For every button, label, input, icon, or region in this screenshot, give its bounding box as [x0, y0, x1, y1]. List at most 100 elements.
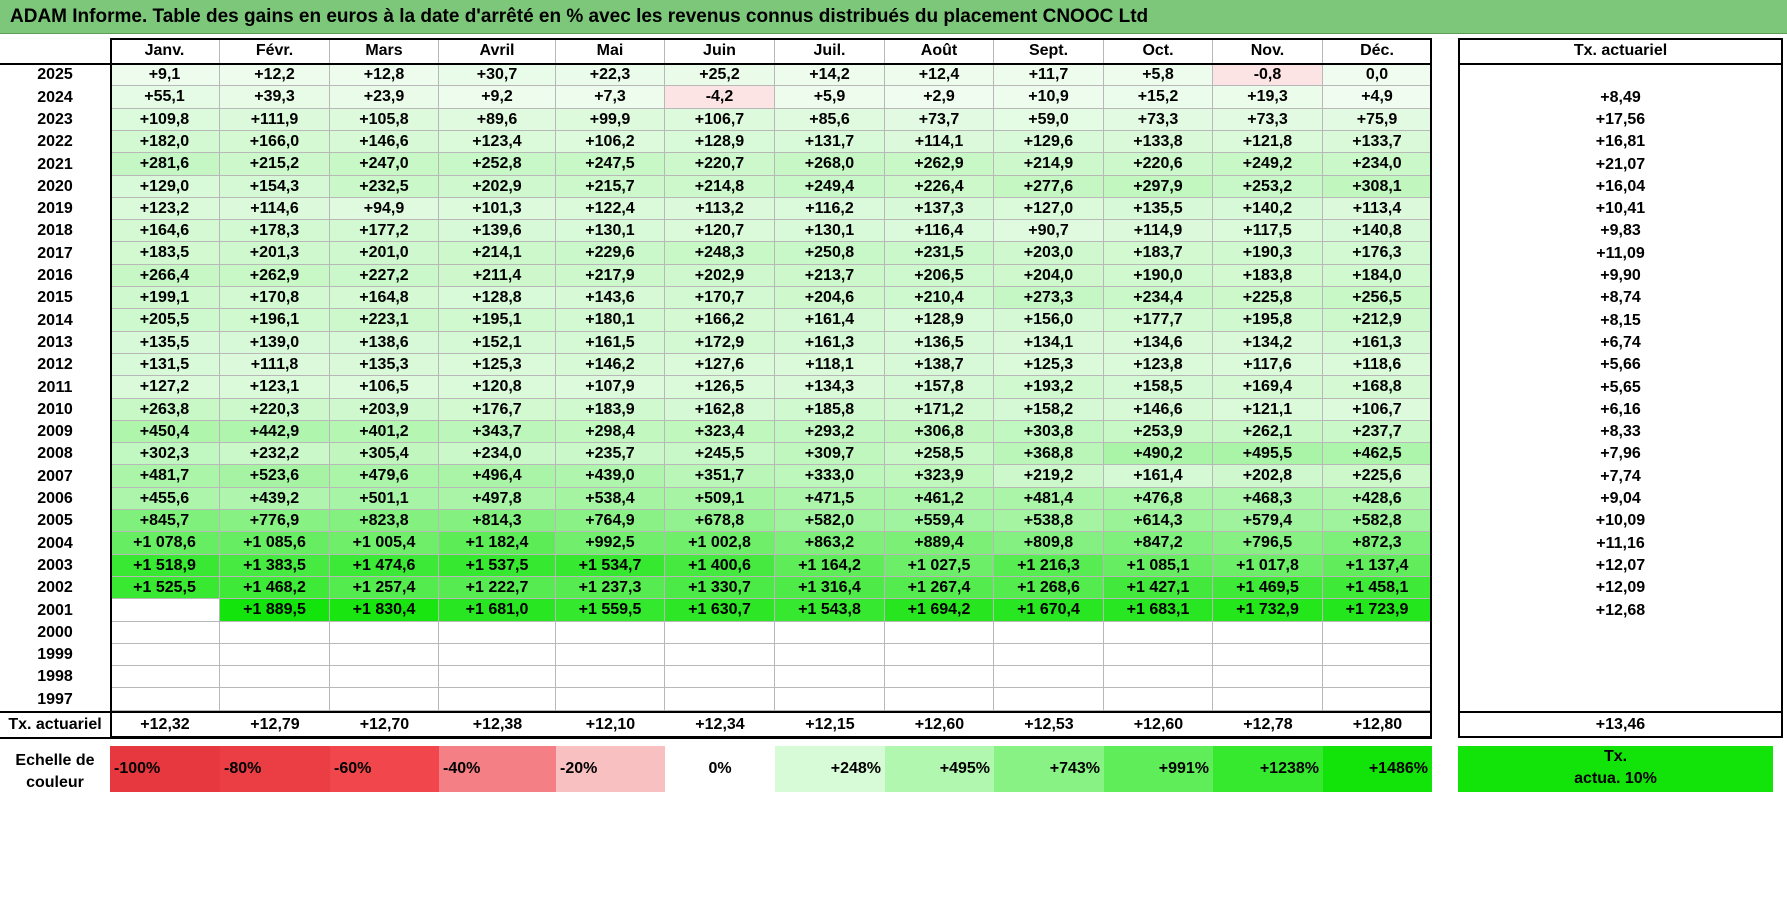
table-cell: +130,1: [556, 220, 665, 242]
row-rate: +12,09: [1595, 579, 1646, 596]
table-cell: +128,9: [665, 131, 775, 153]
table-cell: +1 257,4: [330, 577, 439, 599]
table-cell: +1 694,2: [885, 599, 994, 622]
scale-rate-line1: Tx.: [1603, 748, 1628, 765]
table-cell: +462,5: [1323, 443, 1432, 465]
row-rate: +6,16: [1600, 401, 1641, 418]
footer-total-rate: +13,46: [1595, 716, 1646, 733]
row-rate: +11,16: [1596, 534, 1645, 552]
table-cell: [1323, 622, 1432, 644]
table-cell: +4,9: [1323, 86, 1432, 109]
table-cell: +678,8: [665, 510, 775, 532]
table-cell: +135,5: [110, 332, 220, 354]
table-cell: +582,0: [775, 510, 885, 532]
table-cell: +162,8: [665, 399, 775, 421]
table-cell: [775, 688, 885, 711]
row-year: 1997: [37, 690, 73, 708]
table-cell: +214,1: [439, 242, 556, 265]
table-cell: +1 330,7: [665, 577, 775, 599]
table-cell: [330, 688, 439, 711]
table-cell: +89,6: [439, 109, 556, 131]
table-cell: +206,5: [885, 265, 994, 287]
table-cell: +73,3: [1213, 109, 1323, 131]
row-rate: +12,07: [1595, 557, 1646, 574]
table-cell: +128,8: [439, 287, 556, 309]
table-cell: +177,2: [330, 220, 439, 242]
table-cell: +140,8: [1323, 220, 1432, 242]
table-cell: +123,2: [110, 198, 220, 220]
table-cell: +248,3: [665, 242, 775, 265]
table-cell: [1104, 622, 1213, 644]
row-rate: +21,07: [1595, 155, 1646, 173]
table-cell: +509,1: [665, 488, 775, 510]
table-cell: +220,6: [1104, 153, 1213, 176]
table-cell: [775, 622, 885, 644]
table-cell: +23,9: [330, 86, 439, 109]
table-cell: [110, 622, 220, 644]
table-cell: +455,6: [110, 488, 220, 510]
table-cell: +496,4: [439, 465, 556, 488]
table-cell: +308,1: [1323, 176, 1432, 198]
table-cell: +161,3: [1323, 332, 1432, 354]
table-cell: +182,0: [110, 131, 220, 153]
table-cell: +39,3: [220, 86, 330, 109]
table-cell: [1323, 688, 1432, 711]
table-cell: +161,5: [556, 332, 665, 354]
table-cell: +229,6: [556, 242, 665, 265]
table-cell: +183,5: [110, 242, 220, 265]
table-cell: +223,1: [330, 309, 439, 332]
table-cell: [439, 622, 556, 644]
row-year: 2011: [37, 378, 73, 396]
table-cell: +303,8: [994, 421, 1104, 443]
table-cell: +401,2: [330, 421, 439, 443]
table-cell: +1 182,4: [439, 532, 556, 555]
table-cell: +481,7: [110, 465, 220, 488]
table-cell: +106,7: [1323, 399, 1432, 421]
table-cell: +538,8: [994, 510, 1104, 532]
table-cell: +161,4: [1104, 465, 1213, 488]
month-header: Mai: [556, 38, 665, 64]
table-cell: [110, 688, 220, 711]
table-cell: +201,0: [330, 242, 439, 265]
footer-rate: +12,80: [1352, 716, 1403, 733]
table-cell: +161,4: [775, 309, 885, 332]
row-year: 2000: [37, 624, 73, 641]
table-cell: [220, 622, 330, 644]
month-header: Juin: [665, 38, 775, 64]
table-cell: +134,6: [1104, 332, 1213, 354]
table-cell: +127,2: [110, 376, 220, 399]
table-cell: +156,0: [994, 309, 1104, 332]
table-cell: +1 164,2: [775, 555, 885, 577]
table-cell: [665, 622, 775, 644]
table-cell: +823,8: [330, 510, 439, 532]
table-cell: -4,2: [665, 86, 775, 109]
table-cell: +1 468,2: [220, 577, 330, 599]
table-cell: +481,4: [994, 488, 1104, 510]
table-cell: +154,3: [220, 176, 330, 198]
table-cell: +204,0: [994, 265, 1104, 287]
row-year: 2025: [37, 66, 73, 83]
table-cell: +116,2: [775, 198, 885, 220]
table-cell: +121,8: [1213, 131, 1323, 153]
title-bar: ADAM Informe. Table des gains en euros à…: [0, 0, 1787, 34]
table-cell: +225,6: [1323, 465, 1432, 488]
table-cell: [330, 622, 439, 644]
row-year: 2023: [37, 111, 73, 128]
table-cell: +213,7: [775, 265, 885, 287]
table-cell: +579,4: [1213, 510, 1323, 532]
row-rate: +16,04: [1595, 178, 1646, 195]
rate-header: Tx. actuariel: [1573, 42, 1668, 59]
table-cell: +252,8: [439, 153, 556, 176]
table-cell: +183,7: [1104, 242, 1213, 265]
table-cell: +204,6: [775, 287, 885, 309]
table-cell: +135,5: [1104, 198, 1213, 220]
table-cell: [1213, 622, 1323, 644]
table-cell: +428,6: [1323, 488, 1432, 510]
table-cell: +253,9: [1104, 421, 1213, 443]
footer-rate: +12,60: [1133, 716, 1184, 733]
table-cell: +323,4: [665, 421, 775, 443]
table-cell: +302,3: [110, 443, 220, 465]
table-cell: +111,9: [220, 109, 330, 131]
table-cell: +117,6: [1213, 354, 1323, 376]
row-year: 1998: [37, 668, 73, 685]
